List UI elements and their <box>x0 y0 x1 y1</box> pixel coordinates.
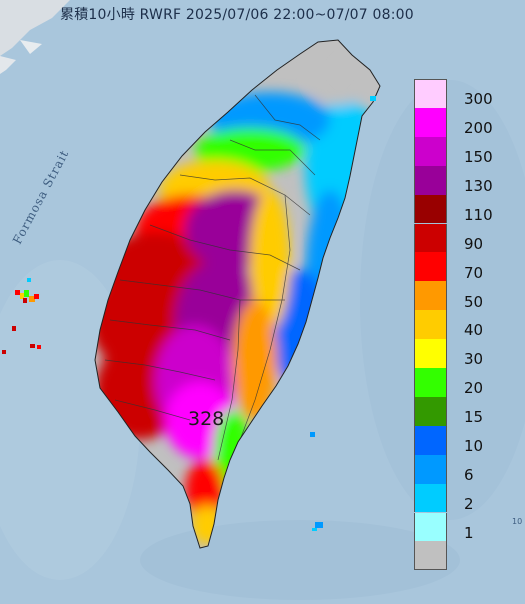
legend-swatch <box>414 483 447 513</box>
legend-swatch <box>414 165 447 195</box>
legend-swatch <box>414 339 447 368</box>
china-coast <box>0 0 70 74</box>
legend-label: 200 <box>464 119 493 138</box>
legend-label: 15 <box>464 408 484 427</box>
legend-label: 50 <box>464 292 484 311</box>
legend-label: 1 <box>464 523 474 542</box>
penghu-islands <box>2 278 41 354</box>
legend-swatch <box>414 223 447 253</box>
legend-swatch <box>414 368 447 397</box>
legend-label: 300 <box>464 90 493 109</box>
legend-label: 2 <box>464 494 474 513</box>
taiwan-coastline <box>94 39 381 549</box>
legend-swatch <box>414 512 447 542</box>
legend-swatch <box>414 541 447 571</box>
map-title: 累積10小時 RWRF 2025/07/06 22:00~07/07 08:00 <box>60 7 414 23</box>
legend-label: 40 <box>464 321 484 340</box>
legend-swatch <box>414 136 447 166</box>
legend-swatch <box>414 252 447 282</box>
legend-label: 90 <box>464 234 484 253</box>
eastern-islets <box>310 96 376 531</box>
legend-swatch <box>414 107 447 137</box>
max-rainfall-label: 328 <box>188 408 225 430</box>
county-borders <box>104 94 321 461</box>
legend-label: 70 <box>464 263 484 282</box>
edge-mark: 10 <box>512 517 523 526</box>
legend-label: 30 <box>464 350 484 369</box>
legend-label: 130 <box>464 176 493 195</box>
rainfall-legend: 300 200 150 130 110 90 70 50 40 30 20 15 10 6 2 1 <box>414 79 525 571</box>
legend-label: 6 <box>464 465 474 484</box>
legend-swatch <box>414 425 447 455</box>
legend-swatch <box>414 194 447 224</box>
legend-swatch <box>414 396 447 426</box>
legend-swatch <box>414 454 447 484</box>
legend-label: 10 <box>464 437 484 456</box>
legend-swatch <box>414 281 447 311</box>
legend-label: 20 <box>464 379 484 398</box>
legend-swatch <box>414 79 447 108</box>
legend-label: 150 <box>464 148 493 167</box>
legend-swatch <box>414 310 447 340</box>
legend-label: 110 <box>464 205 493 224</box>
